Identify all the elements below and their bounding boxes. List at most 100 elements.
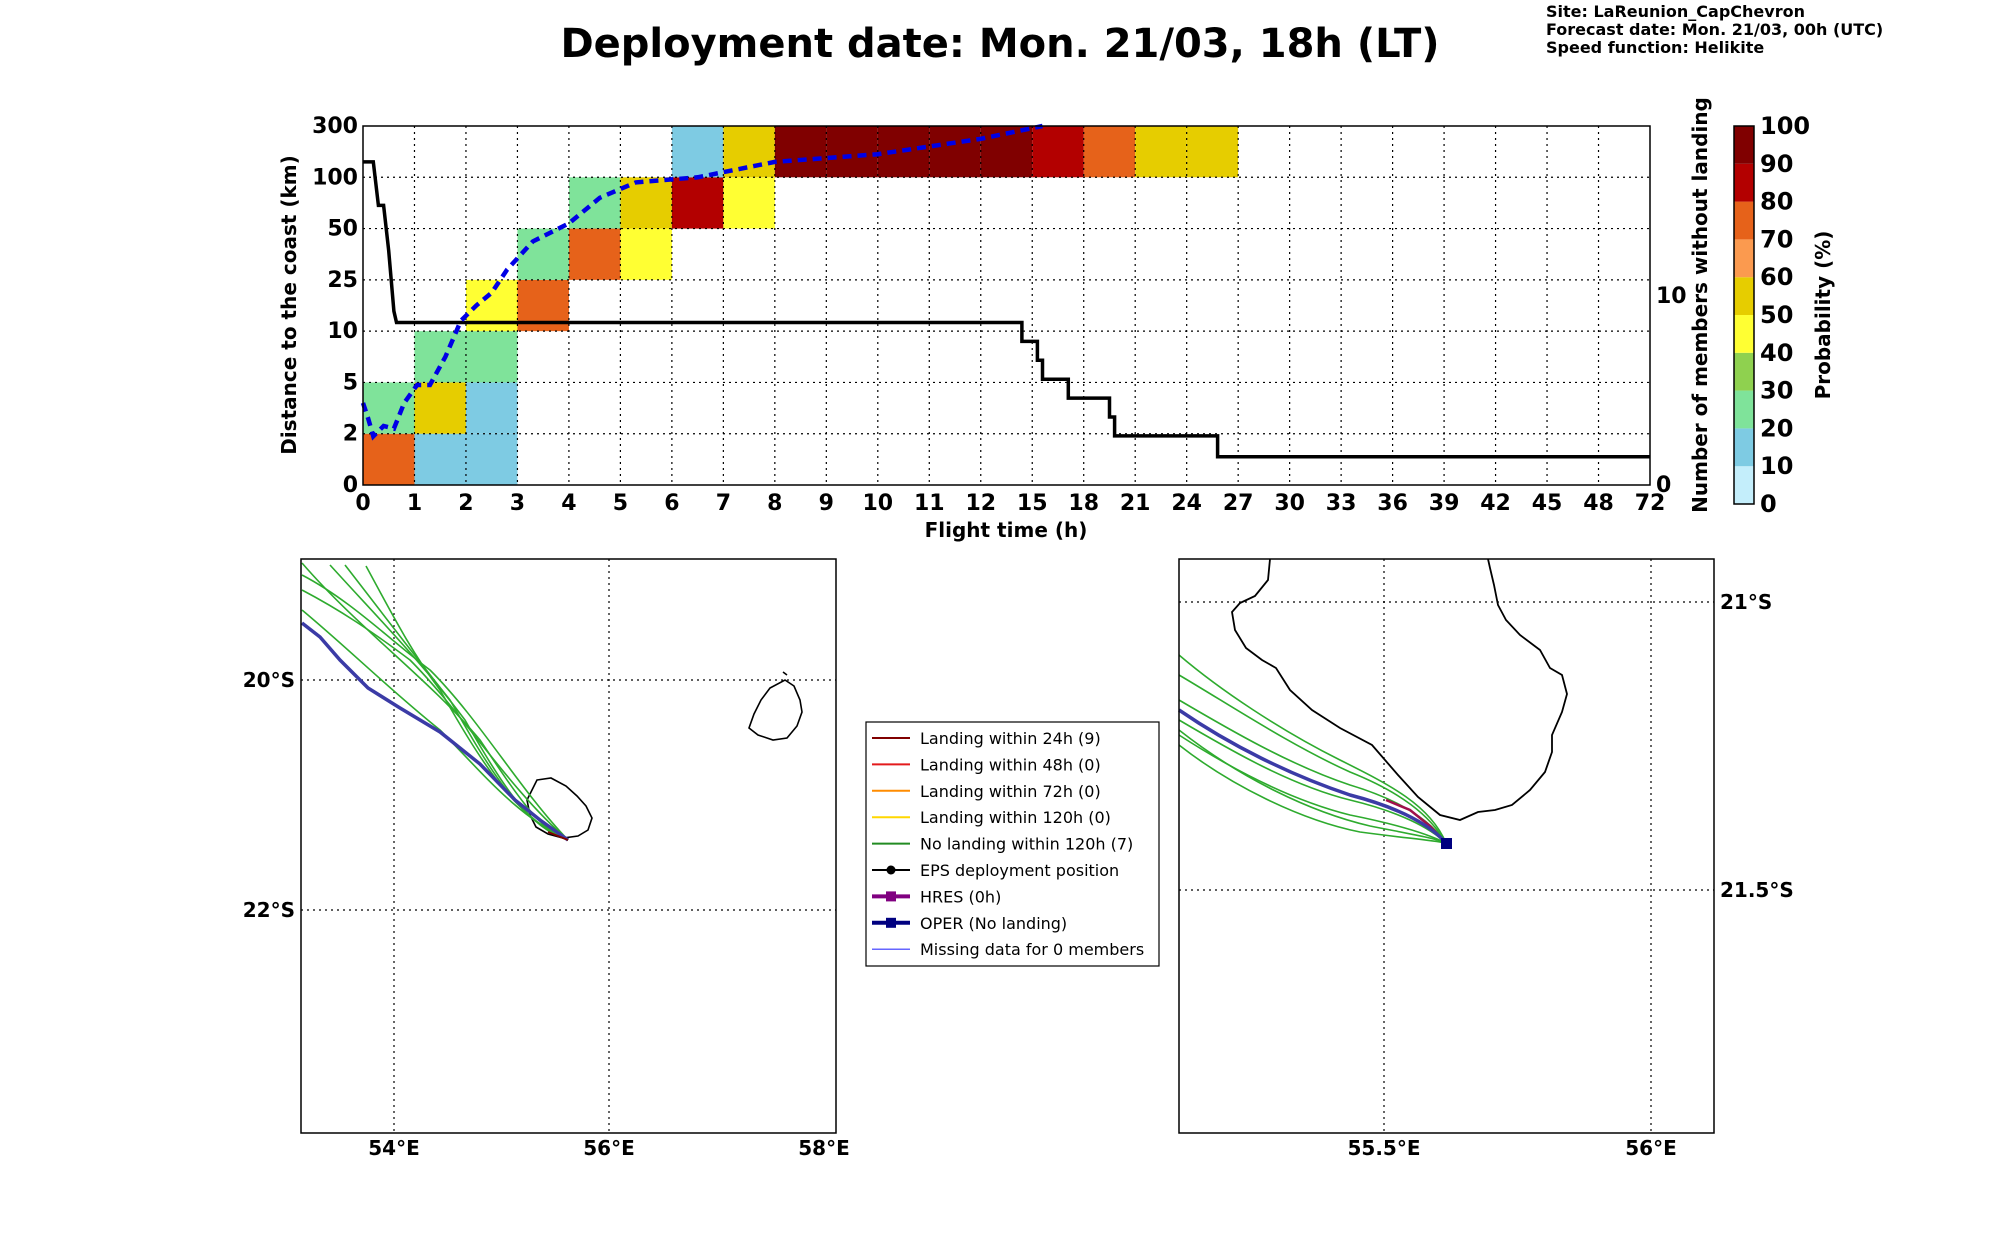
map-left-landing-track [547, 831, 569, 841]
legend-item: No landing within 120h (7) [872, 835, 1133, 854]
y2-tick-label: 10 [1656, 284, 1687, 309]
x-tick-label: 7 [716, 491, 731, 516]
map-right-oper-track [1178, 708, 1448, 845]
x-tick-label: 36 [1377, 491, 1408, 516]
map-right-grid [1179, 559, 1714, 1133]
legend-marker [886, 917, 896, 928]
y-tick-label: 10 [327, 319, 358, 344]
reunion-coastline-wide [526, 777, 593, 839]
legend-items: Landing within 24h (9) Landing within 48h… [872, 729, 1144, 959]
legend-label: OPER (No landing) [920, 914, 1067, 933]
trajectory-map-zoom: 55.5°E 56°E 21°S 21.5°S [1178, 558, 1794, 1160]
heatmap-cell [671, 177, 724, 229]
colorbar-swatch [1734, 352, 1754, 391]
mauritius-islet [782, 671, 788, 676]
colorbar-ticks: 0 10 20 30 40 50 60 70 80 90 100 [1760, 112, 1810, 518]
heatmap-cell [671, 126, 724, 178]
reunion-coastline-zoom [1231, 558, 1568, 821]
colorbar-tick-label: 30 [1760, 377, 1793, 405]
x-tick-label: 39 [1429, 491, 1460, 516]
x-tick-label: 1 [407, 491, 422, 516]
x-tick-label: 9 [819, 491, 834, 516]
y-tick-label: 5 [343, 370, 358, 395]
heatmap-cell [414, 331, 466, 383]
x-tick-label: 11 [914, 491, 945, 516]
legend-item: Landing within 24h (9) [872, 729, 1101, 748]
heatmap-y2-ticks: 0 10 [1656, 284, 1687, 498]
legend-item: Missing data for 0 members [872, 940, 1144, 959]
members-without-landing-line [363, 160, 1650, 459]
colorbar-swatch [1734, 126, 1754, 164]
heatmap-x-ticks: 0 1 2 3 4 5 6 7 8 9 10 11 12 15 18 21 24 27 30 33 36 39 42 45 48… [355, 491, 1665, 516]
heatmap-cell [465, 331, 518, 383]
x-tick-label: 3 [510, 491, 525, 516]
map-left-grid [301, 559, 836, 1133]
legend-item: Landing within 120h (0) [872, 808, 1111, 827]
map-left-xtick: 56°E [583, 1136, 635, 1160]
site-label: Site: LaReunion_CapChevron [1546, 2, 1805, 21]
x-tick-label: 24 [1171, 491, 1202, 516]
x-tick-label: 15 [1017, 491, 1048, 516]
map-right-ytick: 21.5°S [1720, 878, 1794, 902]
x-tick-label: 72 [1635, 491, 1666, 516]
x-tick-label: 42 [1480, 491, 1511, 516]
heatmap-cell [1083, 126, 1136, 178]
x-axis-label: Flight time (h) [925, 518, 1088, 542]
y-tick-label: 2 [343, 422, 358, 447]
colorbar-tick-label: 80 [1760, 188, 1793, 216]
legend-frame [865, 721, 1160, 967]
colorbar-swatches [1734, 126, 1754, 504]
heatmap-cell [568, 228, 621, 280]
x-tick-label: 5 [613, 491, 628, 516]
heatmap-cells [363, 126, 1239, 485]
colorbar-swatch [1734, 239, 1754, 278]
legend-marker [886, 865, 896, 875]
heatmap-cell [414, 433, 466, 485]
map-left-ytick: 20°S [243, 668, 295, 692]
legend-item: EPS deployment position [872, 861, 1119, 880]
map-left-xtick: 54°E [368, 1136, 420, 1160]
legend-item: OPER (No landing) [872, 914, 1067, 933]
x-tick-label: 6 [664, 491, 679, 516]
forecast-date-label: Forecast date: Mon. 21/03, 00h (UTC) [1546, 20, 1883, 39]
y-tick-label: 25 [327, 268, 358, 293]
deployment-marker [1441, 838, 1452, 849]
y-tick-label: 100 [312, 165, 358, 190]
x-tick-label: 33 [1326, 491, 1357, 516]
heatmap-grid [363, 126, 1650, 485]
mauritius-coastline [748, 679, 803, 741]
colorbar-swatch [1734, 428, 1754, 467]
x-tick-label: 48 [1583, 491, 1614, 516]
legend-marker [886, 891, 896, 902]
heatmap-cell [774, 126, 827, 178]
y-tick-label: 50 [327, 217, 358, 242]
colorbar-tick-label: 90 [1760, 150, 1793, 178]
legend-item: HRES (0h) [872, 887, 1001, 906]
colorbar-tick-label: 0 [1760, 490, 1777, 518]
colorbar-swatch [1734, 315, 1754, 353]
y2-tick-label: 0 [1656, 473, 1671, 498]
colorbar-tick-label: 70 [1760, 225, 1793, 253]
trajectory-map-wide: 54°E 56°E 58°E 20°S 22°S [243, 558, 850, 1160]
x-tick-label: 27 [1223, 491, 1254, 516]
colorbar-frame [1733, 125, 1755, 505]
legend-item: Landing within 48h (0) [872, 755, 1101, 774]
heatmap-cell [363, 433, 415, 485]
legend-label: Landing within 72h (0) [920, 782, 1101, 801]
colorbar-label: Probability (%) [1811, 231, 1835, 400]
x-tick-label: 2 [458, 491, 473, 516]
speed-function-label: Speed function: Helikite [1546, 38, 1764, 57]
colorbar-swatch [1734, 466, 1754, 504]
legend-label: Landing within 24h (9) [920, 729, 1101, 748]
map-right-ytick: 21°S [1720, 590, 1772, 614]
x-tick-label: 8 [767, 491, 782, 516]
heatmap-cell [1135, 126, 1187, 178]
map-right-green-tracks [1178, 654, 1447, 844]
x-tick-label: 18 [1068, 491, 1099, 516]
heatmap-cell [1186, 126, 1239, 178]
map-right-frame [1178, 558, 1715, 1134]
y-tick-label: 0 [343, 473, 358, 498]
x-tick-label: 4 [561, 491, 576, 516]
colorbar-swatch [1734, 163, 1754, 202]
